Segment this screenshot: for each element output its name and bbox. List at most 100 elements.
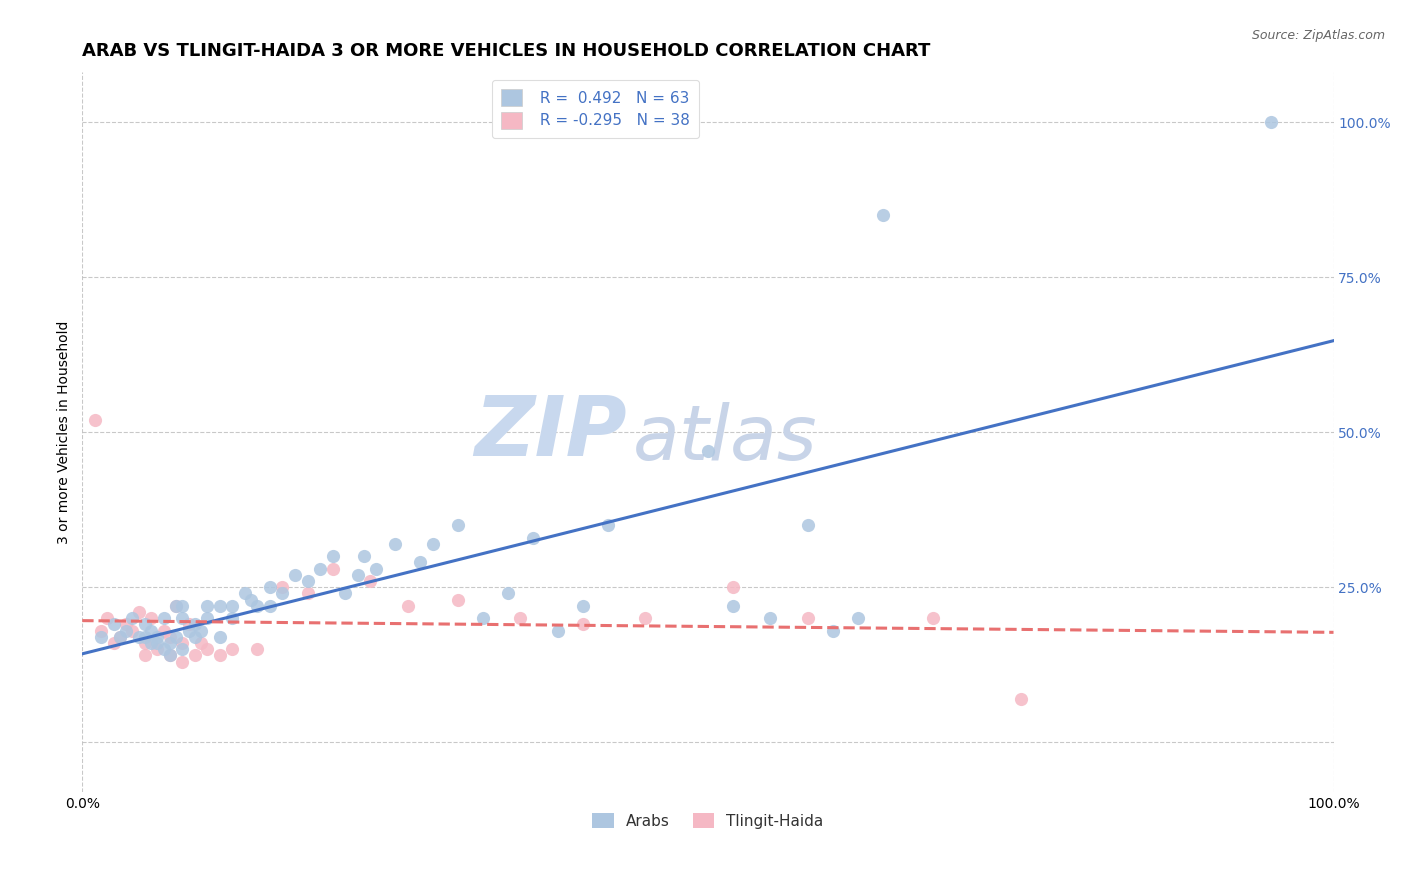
Point [346,567,368,582]
Text: ZIP: ZIP [474,392,627,473]
Point [184,617,207,632]
Point [821,624,844,638]
Point [396,599,419,613]
Point [596,518,619,533]
Point [134,648,156,663]
Point [1260,115,1282,129]
Point [409,556,432,570]
Point [422,537,444,551]
Point [177,624,200,638]
Point [103,617,125,632]
Point [165,630,187,644]
Point [146,642,169,657]
Point [90,630,112,644]
Point [297,586,319,600]
Point [172,611,194,625]
Point [190,624,212,638]
Point [509,611,531,625]
Point [333,586,356,600]
Point [139,611,162,625]
Point [115,624,138,638]
Point [197,611,219,625]
Point [208,648,231,663]
Point [797,611,820,625]
Point [139,636,162,650]
Point [571,617,593,632]
Point [208,630,231,644]
Point [90,624,112,638]
Point [103,636,125,650]
Point [297,574,319,588]
Point [447,592,470,607]
Point [128,605,150,619]
Point [121,611,143,625]
Point [152,624,174,638]
Point [146,630,169,644]
Point [184,630,207,644]
Point [115,617,138,632]
Point [221,642,243,657]
Point [134,636,156,650]
Y-axis label: 3 or more Vehicles in Household: 3 or more Vehicles in Household [58,320,72,544]
Point [152,642,174,657]
Point [159,648,181,663]
Point [172,599,194,613]
Point [96,611,118,625]
Point [146,636,169,650]
Point [322,562,344,576]
Point [309,562,332,576]
Point [83,413,105,427]
Point [571,599,593,613]
Point [139,624,162,638]
Point [208,599,231,613]
Point [221,611,243,625]
Point [922,611,945,625]
Point [522,531,544,545]
Point [259,580,281,594]
Point [872,208,894,222]
Point [165,599,187,613]
Point [134,630,156,644]
Point [240,592,263,607]
Point [721,599,744,613]
Point [284,567,307,582]
Point [177,617,200,632]
Point [759,611,782,625]
Point [172,636,194,650]
Point [271,586,294,600]
Point [221,599,243,613]
Point [271,580,294,594]
Point [634,611,657,625]
Point [366,562,388,576]
Point [547,624,569,638]
Point [696,443,718,458]
Point [1010,692,1032,706]
Point [172,642,194,657]
Point [134,617,156,632]
Point [165,599,187,613]
Point [152,611,174,625]
Point [246,642,269,657]
Point [197,599,219,613]
Point [159,648,181,663]
Point [108,630,131,644]
Point [121,624,143,638]
Point [384,537,406,551]
Point [233,586,256,600]
Text: atlas: atlas [633,402,817,476]
Text: Source: ZipAtlas.com: Source: ZipAtlas.com [1251,29,1385,42]
Point [471,611,494,625]
Point [172,655,194,669]
Point [197,642,219,657]
Point [128,630,150,644]
Point [108,630,131,644]
Point [184,648,207,663]
Point [353,549,375,564]
Point [259,599,281,613]
Point [322,549,344,564]
Point [359,574,381,588]
Point [721,580,744,594]
Point [159,630,181,644]
Point [447,518,470,533]
Point [159,636,181,650]
